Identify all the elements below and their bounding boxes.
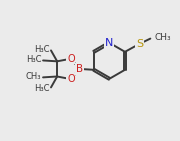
- Text: H₃C: H₃C: [34, 84, 49, 93]
- Text: O: O: [67, 74, 75, 84]
- Text: CH₃: CH₃: [154, 33, 171, 42]
- Text: H₃C: H₃C: [34, 45, 49, 54]
- Text: S: S: [136, 39, 143, 49]
- Text: N: N: [105, 38, 114, 48]
- Text: B: B: [76, 64, 83, 74]
- Text: H₃C: H₃C: [26, 55, 41, 64]
- Text: CH₃: CH₃: [26, 72, 41, 81]
- Text: O: O: [67, 54, 75, 64]
